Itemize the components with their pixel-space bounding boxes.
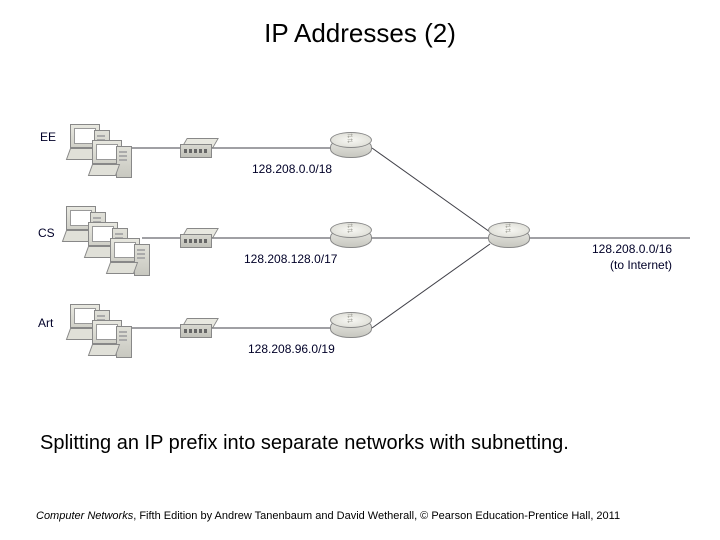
switch-icon (180, 226, 214, 248)
computer-icon (92, 320, 136, 362)
router-icon: ⇄⇄ (330, 132, 374, 162)
network-diagram: EE ⇄⇄ 128.208.0.0/18 CS ⇄⇄ 128.208.128.0… (30, 100, 690, 400)
page-title: IP Addresses (2) (0, 18, 720, 49)
computer-icon (92, 140, 136, 182)
dept-label-ee: EE (40, 130, 56, 144)
internet-note: (to Internet) (610, 258, 672, 272)
dept-label-art: Art (38, 316, 53, 330)
subnet-label-ee: 128.208.0.0/18 (252, 162, 332, 176)
router-icon: ⇄⇄ (330, 312, 374, 342)
subnet-label-cs: 128.208.128.0/17 (244, 252, 337, 266)
switch-icon (180, 316, 214, 338)
switch-icon (180, 136, 214, 158)
figure-caption: Splitting an IP prefix into separate net… (40, 432, 680, 455)
computer-icon (110, 238, 154, 280)
footer-citation: Computer Networks, Fifth Edition by Andr… (36, 510, 620, 522)
footer-rest: , Fifth Edition by Andrew Tanenbaum and … (133, 510, 620, 522)
main-router-icon: ⇄⇄ (488, 222, 532, 252)
router-icon: ⇄⇄ (330, 222, 374, 252)
footer-book-title: Computer Networks (36, 510, 133, 522)
internet-address: 128.208.0.0/16 (592, 242, 672, 256)
dept-label-cs: CS (38, 226, 55, 240)
subnet-label-art: 128.208.96.0/19 (248, 342, 335, 356)
